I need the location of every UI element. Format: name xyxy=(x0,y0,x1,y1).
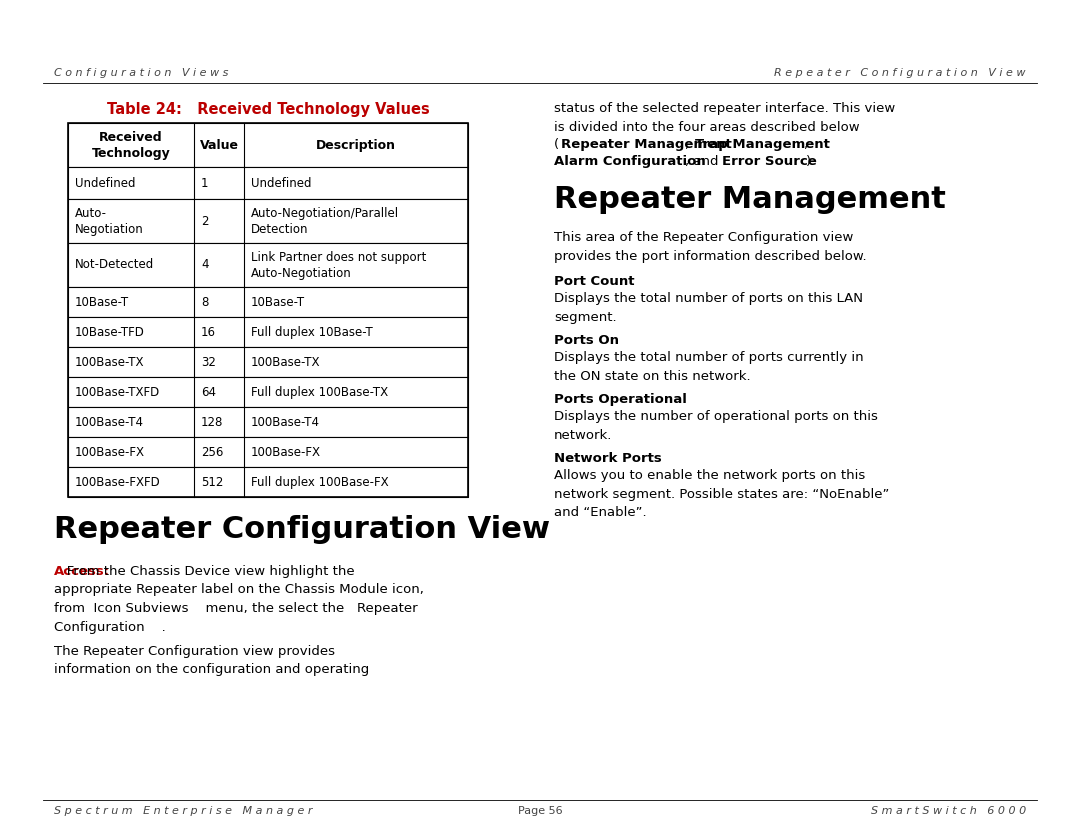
Text: Repeater Configuration View: Repeater Configuration View xyxy=(54,515,550,544)
Text: This area of the Repeater Configuration view
provides the port information descr: This area of the Repeater Configuration … xyxy=(554,231,866,263)
Text: 10Base-TFD: 10Base-TFD xyxy=(75,325,145,339)
Text: Repeater Management: Repeater Management xyxy=(554,185,946,214)
Text: 100Base-T4: 100Base-T4 xyxy=(251,415,320,429)
Text: Allows you to enable the network ports on this
network segment. Possible states : Allows you to enable the network ports o… xyxy=(554,469,889,519)
Text: Description: Description xyxy=(316,138,396,152)
Text: Page 56: Page 56 xyxy=(517,806,563,816)
Text: 100Base-T4: 100Base-T4 xyxy=(75,415,144,429)
Bar xyxy=(68,437,468,467)
Text: Received
Technology: Received Technology xyxy=(92,130,171,159)
Bar xyxy=(68,123,468,497)
Bar xyxy=(68,123,468,167)
Text: 128: 128 xyxy=(201,415,224,429)
Text: 100Base-FXFD: 100Base-FXFD xyxy=(75,475,161,489)
Text: Not-Detected: Not-Detected xyxy=(75,259,154,272)
Text: Displays the number of operational ports on this
network.: Displays the number of operational ports… xyxy=(554,410,878,441)
Text: Trap Management: Trap Management xyxy=(696,138,829,151)
Bar xyxy=(68,347,468,377)
Text: Undefined: Undefined xyxy=(251,177,311,189)
Bar xyxy=(68,377,468,407)
Bar xyxy=(68,467,468,497)
Bar xyxy=(68,287,468,317)
Bar xyxy=(68,167,468,199)
Text: Value: Value xyxy=(200,138,239,152)
Text: Table 24:   Received Technology Values: Table 24: Received Technology Values xyxy=(107,102,430,117)
Text: 100Base-TXFD: 100Base-TXFD xyxy=(75,385,160,399)
Bar xyxy=(68,243,468,287)
Text: From the Chassis Device view highlight the
appropriate Repeater label on the Cha: From the Chassis Device view highlight t… xyxy=(54,565,423,634)
Text: The Repeater Configuration view provides
information on the configuration and op: The Repeater Configuration view provides… xyxy=(54,645,369,676)
Text: ).: ). xyxy=(806,155,815,168)
Text: Port Count: Port Count xyxy=(554,275,635,288)
Bar xyxy=(68,199,468,243)
Text: 4: 4 xyxy=(201,259,208,272)
Text: 16: 16 xyxy=(201,325,216,339)
Text: Auto-Negotiation/Parallel
Detection: Auto-Negotiation/Parallel Detection xyxy=(251,207,400,235)
Text: 10Base-T: 10Base-T xyxy=(75,295,130,309)
Text: 100Base-TX: 100Base-TX xyxy=(251,355,321,369)
Text: R e p e a t e r   C o n f i g u r a t i o n   V i e w: R e p e a t e r C o n f i g u r a t i o … xyxy=(774,68,1026,78)
Text: Displays the total number of ports currently in
the ON state on this network.: Displays the total number of ports curre… xyxy=(554,351,864,383)
Bar xyxy=(68,317,468,347)
Text: Network Ports: Network Ports xyxy=(554,452,662,465)
Text: status of the selected repeater interface. This view
is divided into the four ar: status of the selected repeater interfac… xyxy=(554,102,895,133)
Text: ,: , xyxy=(685,138,693,151)
Text: Full duplex 10Base-T: Full duplex 10Base-T xyxy=(251,325,373,339)
Text: 100Base-FX: 100Base-FX xyxy=(75,445,145,459)
Text: ,: , xyxy=(804,138,807,151)
Text: Ports Operational: Ports Operational xyxy=(554,393,687,406)
Text: 32: 32 xyxy=(201,355,216,369)
Text: Alarm Configuration: Alarm Configuration xyxy=(554,155,705,168)
Text: 10Base-T: 10Base-T xyxy=(251,295,306,309)
Text: Error Source: Error Source xyxy=(723,155,816,168)
Text: 2: 2 xyxy=(201,214,208,228)
Text: S p e c t r u m   E n t e r p r i s e   M a n a g e r: S p e c t r u m E n t e r p r i s e M a … xyxy=(54,806,312,816)
Text: C o n f i g u r a t i o n   V i e w s: C o n f i g u r a t i o n V i e w s xyxy=(54,68,228,78)
Text: 64: 64 xyxy=(201,385,216,399)
Bar xyxy=(68,407,468,437)
Text: Undefined: Undefined xyxy=(75,177,135,189)
Text: 1: 1 xyxy=(201,177,208,189)
Text: (: ( xyxy=(554,138,559,151)
Text: S m a r t S w i t c h   6 0 0 0: S m a r t S w i t c h 6 0 0 0 xyxy=(870,806,1026,816)
Text: Link Partner does not support
Auto-Negotiation: Link Partner does not support Auto-Negot… xyxy=(251,250,427,279)
Text: Full duplex 100Base-FX: Full duplex 100Base-FX xyxy=(251,475,389,489)
Text: 100Base-FX: 100Base-FX xyxy=(251,445,321,459)
Text: Repeater Management: Repeater Management xyxy=(561,138,732,151)
Text: Displays the total number of ports on this LAN
segment.: Displays the total number of ports on th… xyxy=(554,292,863,324)
Text: Access:: Access: xyxy=(54,565,110,578)
Text: Full duplex 100Base-TX: Full duplex 100Base-TX xyxy=(251,385,388,399)
Text: Ports On: Ports On xyxy=(554,334,619,347)
Text: , and: , and xyxy=(685,155,723,168)
Text: 512: 512 xyxy=(201,475,224,489)
Text: 256: 256 xyxy=(201,445,224,459)
Text: 100Base-TX: 100Base-TX xyxy=(75,355,145,369)
Text: 8: 8 xyxy=(201,295,208,309)
Text: Auto-
Negotiation: Auto- Negotiation xyxy=(75,207,144,235)
